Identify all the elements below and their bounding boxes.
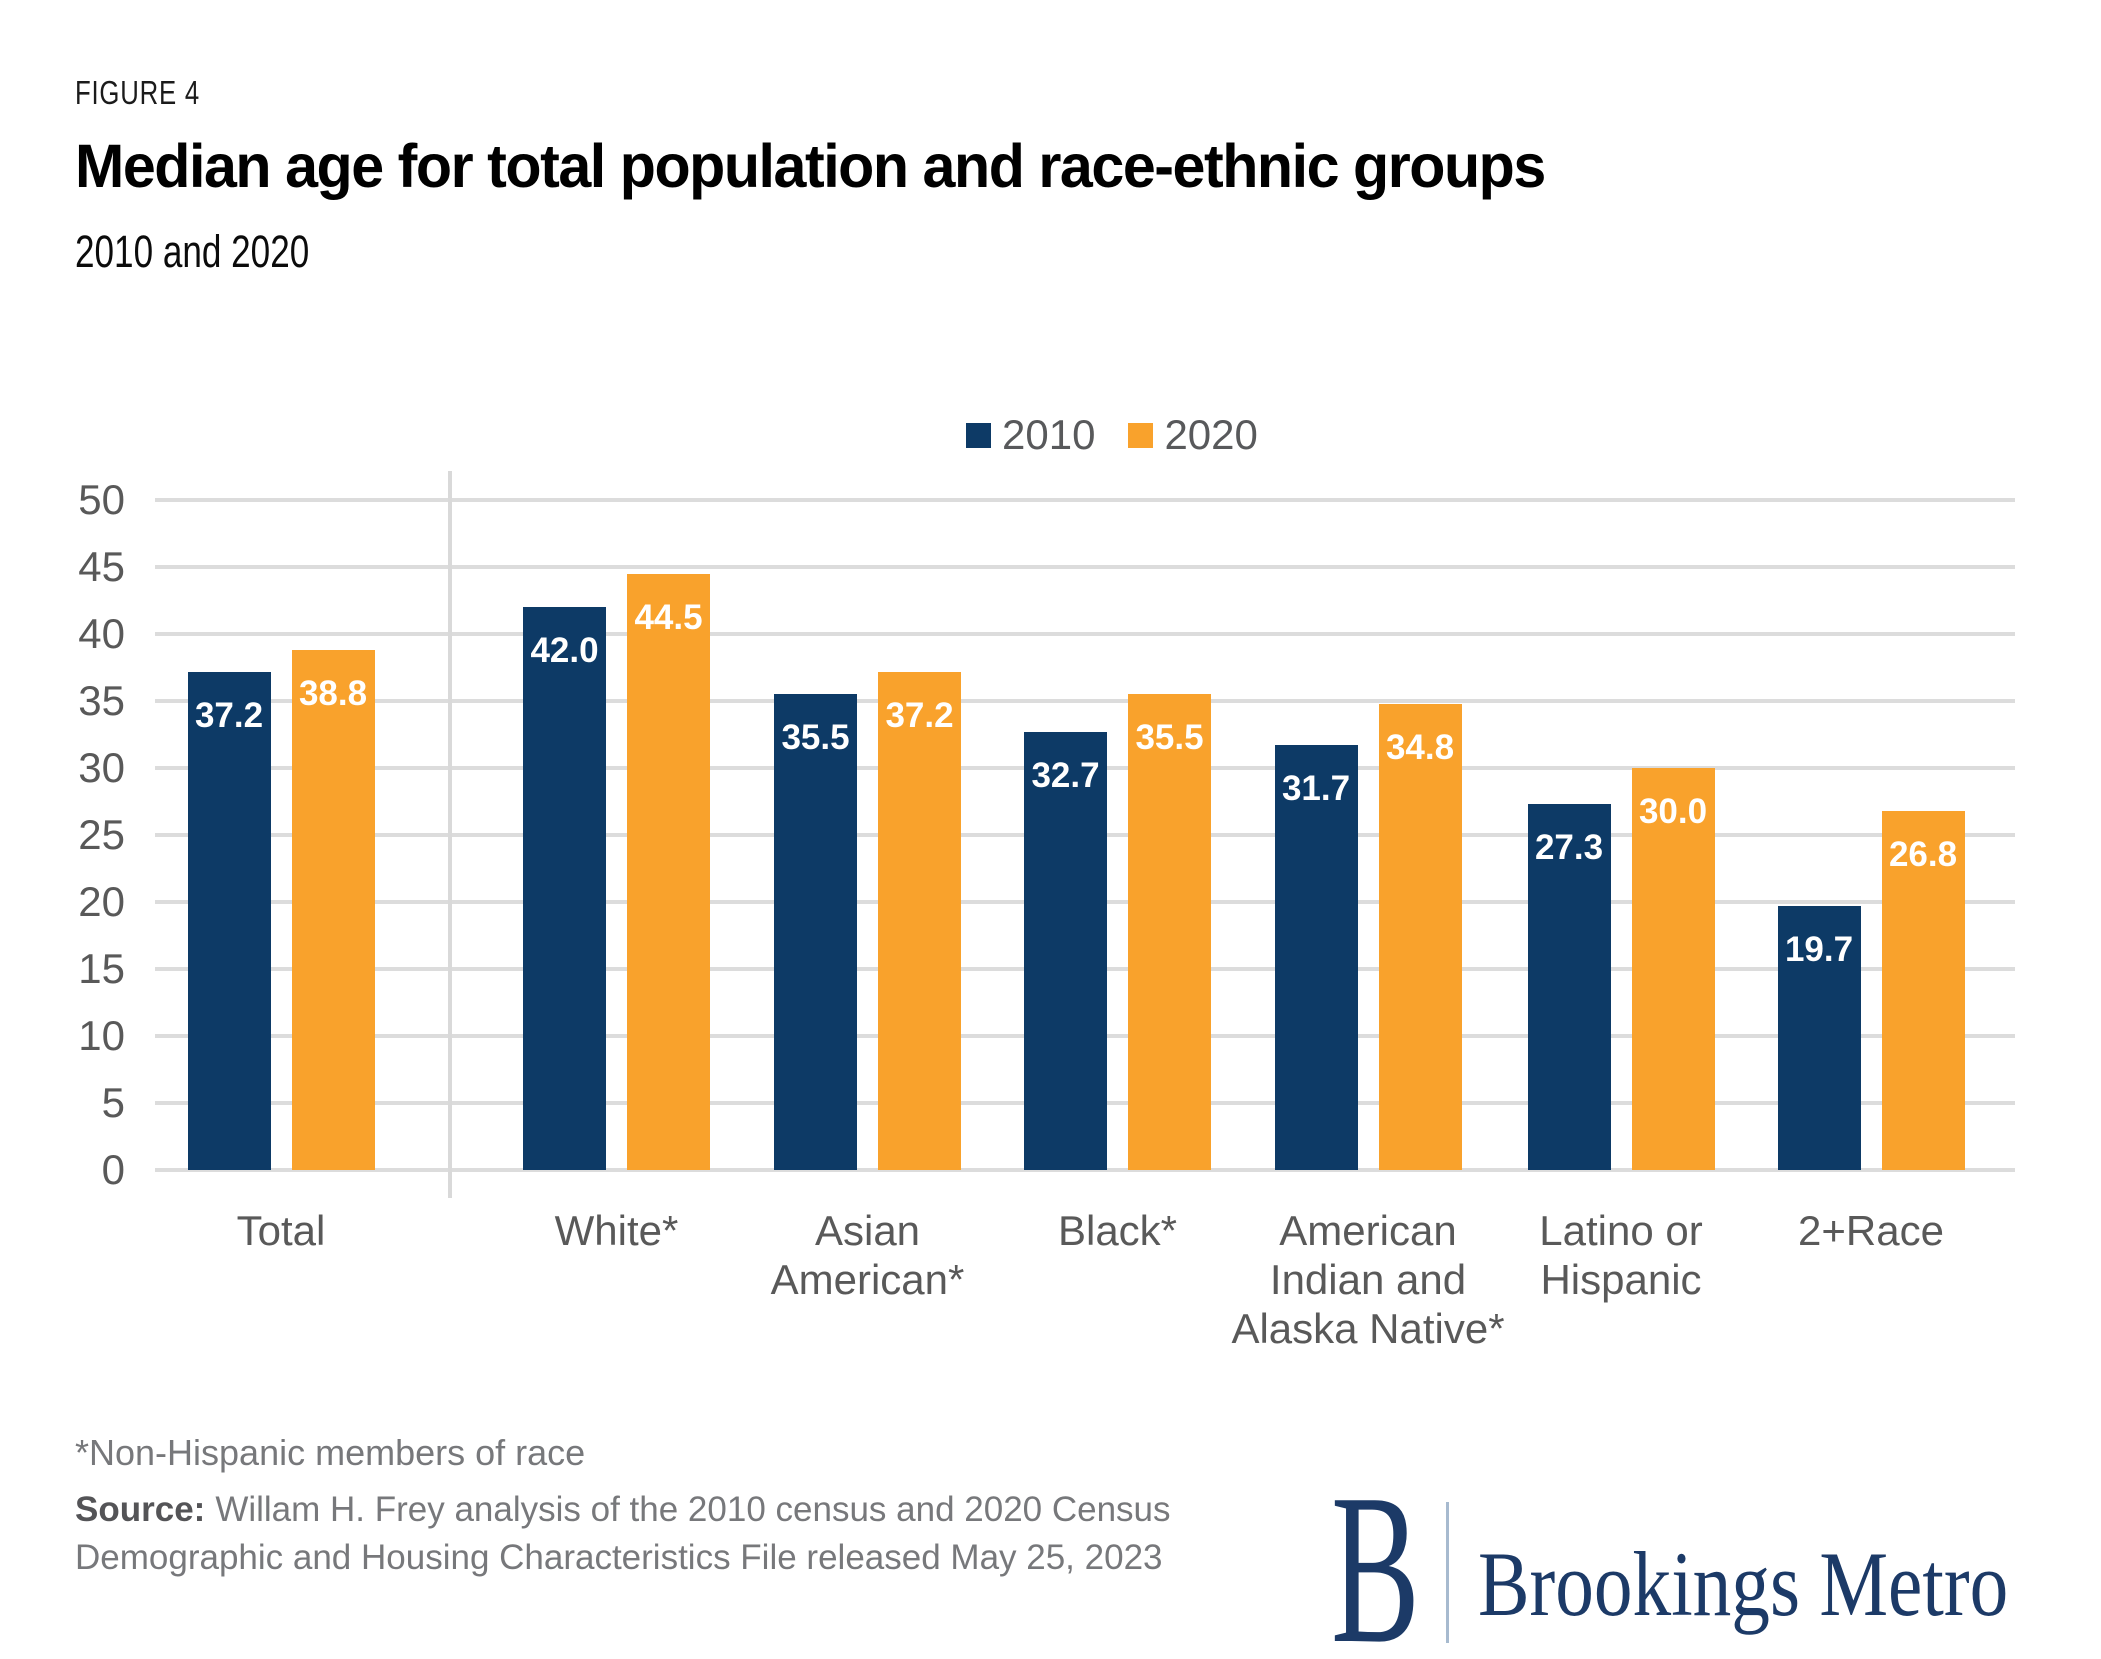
bar-2020-total bbox=[291, 650, 375, 1170]
bar-2010-latino-or bbox=[1527, 804, 1611, 1170]
source-label: Source: bbox=[75, 1490, 206, 1529]
bar-2020-american bbox=[1378, 704, 1462, 1170]
x-axis-label-1: White* bbox=[554, 1207, 679, 1254]
x-axis-label-4: American Indian and Alaska Native* bbox=[1231, 1207, 1505, 1352]
y-axis-label-0: 0 bbox=[101, 1146, 125, 1193]
chart-legend: 2010 2020 bbox=[966, 410, 1258, 460]
legend-swatch-2010 bbox=[966, 422, 991, 448]
bar-value-2010-2+race: 19.7 bbox=[1784, 930, 1854, 969]
legend-item-2010: 2010 bbox=[966, 411, 1095, 459]
bar-value-2020-black-: 35.5 bbox=[1135, 718, 1204, 757]
bar-2010-total bbox=[187, 672, 271, 1170]
y-axis-label-35: 35 bbox=[78, 677, 125, 724]
chart-subtitle: 2010 and 2020 bbox=[75, 226, 310, 277]
gridline-40 bbox=[155, 632, 2015, 636]
y-axis-label-30: 30 bbox=[78, 744, 125, 791]
bar-2010-asian bbox=[774, 694, 857, 1170]
y-axis-label-50: 50 bbox=[78, 476, 125, 523]
chart-title: Median age for total population and race… bbox=[75, 132, 1546, 200]
bar-2010-2+race bbox=[1777, 906, 1861, 1170]
bar-2020-latino-or bbox=[1631, 768, 1715, 1170]
bar-2010-american bbox=[1274, 745, 1358, 1170]
gridline-0 bbox=[155, 1168, 2015, 1172]
footnote: *Non-Hispanic members of race bbox=[75, 1432, 586, 1473]
bar-value-2020-asian: 37.2 bbox=[885, 696, 954, 735]
bar-value-2020-white-: 44.5 bbox=[634, 598, 703, 637]
bar-value-2010-black-: 32.7 bbox=[1031, 756, 1100, 795]
legend-item-2020: 2020 bbox=[1128, 411, 1258, 459]
figure-label: FIGURE 4 bbox=[75, 74, 200, 111]
bar-value-2020-total: 38.8 bbox=[298, 674, 368, 713]
y-axis-label-5: 5 bbox=[101, 1079, 125, 1126]
gridline-35 bbox=[155, 699, 2015, 703]
legend-label-2020: 2020 bbox=[1164, 411, 1258, 458]
y-axis-label-10: 10 bbox=[78, 1012, 125, 1059]
bar-value-2010-total: 37.2 bbox=[194, 696, 264, 735]
bar-2010-black- bbox=[1024, 732, 1107, 1170]
y-axis-label-15: 15 bbox=[78, 945, 125, 992]
bar-value-2020-latino-or: 30.0 bbox=[1638, 792, 1708, 831]
source-note: Source: Willam H. Frey analysis of the 20… bbox=[75, 1486, 1335, 1582]
x-axis-label-3: Black* bbox=[1057, 1207, 1178, 1254]
x-axis-label-0: Total bbox=[236, 1207, 326, 1254]
legend-swatch-2020 bbox=[1128, 422, 1154, 448]
bar-2020-white- bbox=[627, 574, 710, 1170]
bar-value-2010-american: 31.7 bbox=[1281, 769, 1351, 808]
y-axis-label-25: 25 bbox=[78, 811, 125, 858]
brookings-logo-divider bbox=[1446, 1502, 1449, 1643]
x-axis-label-2: Asian American* bbox=[770, 1207, 965, 1303]
bar-value-2020-2+race: 26.8 bbox=[1888, 835, 1958, 874]
source-text: Willam H. Frey analysis of the 2010 cens… bbox=[75, 1490, 1171, 1577]
x-axis-label-6: 2+Race bbox=[1798, 1207, 1944, 1254]
total-separator-line bbox=[448, 471, 452, 1198]
y-axis-label-40: 40 bbox=[78, 610, 125, 657]
y-axis-label-45: 45 bbox=[78, 543, 125, 590]
bar-value-2020-american: 34.8 bbox=[1385, 728, 1455, 767]
bar-value-2010-white-: 42.0 bbox=[530, 631, 599, 670]
gridline-45 bbox=[155, 565, 2015, 569]
legend-label-2010: 2010 bbox=[1002, 411, 1096, 458]
x-axis-label-5: Latino or Hispanic bbox=[1539, 1207, 1703, 1303]
gridline-50 bbox=[155, 498, 2015, 502]
brookings-metro-wordmark: Brookings Metro bbox=[1478, 1533, 2009, 1635]
bar-2010-white- bbox=[523, 607, 606, 1170]
bar-value-2010-asian: 35.5 bbox=[781, 718, 850, 757]
bar-value-2010-latino-or: 27.3 bbox=[1534, 828, 1604, 867]
bar-2020-asian bbox=[878, 672, 961, 1170]
brookings-logo-initial: B bbox=[1331, 1449, 1420, 1659]
y-axis-label-20: 20 bbox=[78, 878, 125, 925]
bar-2020-2+race bbox=[1881, 811, 1965, 1170]
bar-2020-black- bbox=[1128, 694, 1211, 1170]
